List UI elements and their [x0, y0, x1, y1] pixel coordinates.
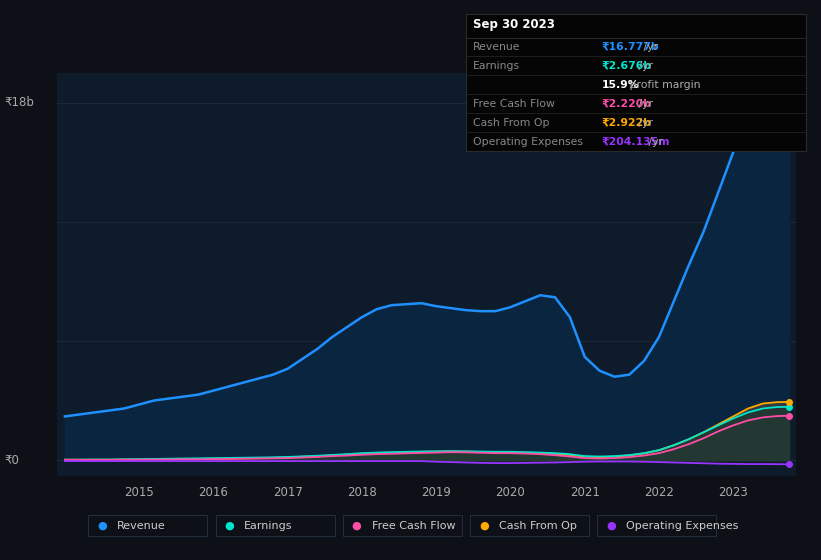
Text: /yr: /yr	[635, 118, 654, 128]
Text: Operating Expenses: Operating Expenses	[626, 521, 738, 531]
Text: Sep 30 2023: Sep 30 2023	[473, 18, 555, 31]
Text: /yr: /yr	[635, 99, 654, 109]
Text: Revenue: Revenue	[473, 42, 521, 52]
Text: ₹2.922b: ₹2.922b	[602, 118, 652, 128]
Text: ●: ●	[479, 521, 488, 531]
Text: 15.9%: 15.9%	[602, 80, 640, 90]
Text: Earnings: Earnings	[473, 61, 520, 71]
Text: ₹0: ₹0	[4, 454, 19, 466]
Text: /yr: /yr	[640, 42, 658, 52]
Text: ●: ●	[607, 521, 616, 531]
Text: Cash From Op: Cash From Op	[473, 118, 549, 128]
Text: /yr: /yr	[644, 137, 663, 147]
Text: ₹18b: ₹18b	[4, 96, 34, 109]
Text: Cash From Op: Cash From Op	[498, 521, 576, 531]
Text: ₹16.777b: ₹16.777b	[602, 42, 659, 52]
Text: Earnings: Earnings	[245, 521, 293, 531]
Text: profit margin: profit margin	[626, 80, 700, 90]
Text: ₹2.220b: ₹2.220b	[602, 99, 652, 109]
Text: ●: ●	[225, 521, 234, 531]
Text: ●: ●	[98, 521, 107, 531]
Text: Revenue: Revenue	[117, 521, 166, 531]
Text: ₹2.676b: ₹2.676b	[602, 61, 652, 71]
Text: Operating Expenses: Operating Expenses	[473, 137, 583, 147]
Text: Free Cash Flow: Free Cash Flow	[372, 521, 455, 531]
Text: ●: ●	[352, 521, 361, 531]
Text: ₹204.135m: ₹204.135m	[602, 137, 670, 147]
Text: Free Cash Flow: Free Cash Flow	[473, 99, 555, 109]
Text: /yr: /yr	[635, 61, 654, 71]
